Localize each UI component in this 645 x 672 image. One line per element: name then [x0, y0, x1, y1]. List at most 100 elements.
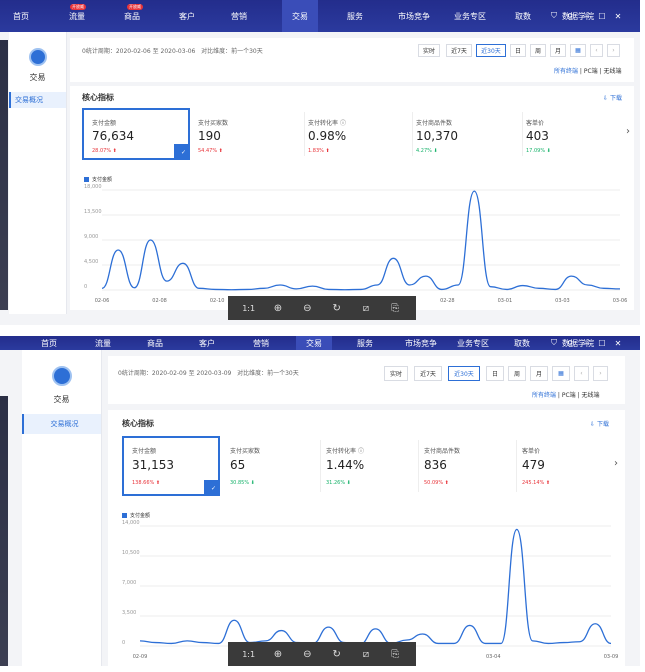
range-month-button[interactable]: 月	[530, 366, 548, 381]
y-tick-label: 7,000	[122, 580, 136, 586]
calendar-icon[interactable]: ▦	[570, 44, 586, 57]
metric-card[interactable]: 支付转化率 ⓘ 1.44% 31.26% ⬇	[320, 436, 414, 496]
metric-change: 17.09% ⬇	[526, 148, 551, 154]
nav-trade[interactable]: 交易	[296, 336, 332, 350]
period-text: 0统计周期：2020-02-06 至 2020-03-06 对比维度：前一个30…	[82, 48, 263, 55]
download-button[interactable]: ⇩ 下载	[603, 95, 622, 102]
nav-service[interactable]: 服务	[347, 11, 363, 21]
close-icon[interactable]: ✕	[614, 11, 622, 21]
nav-traffic[interactable]: 流量 开放威	[69, 4, 86, 21]
crop-icon[interactable]: ⧄	[362, 302, 370, 314]
range-30day-button[interactable]: 近30天	[448, 366, 480, 381]
metric-change: 50.09% ⬆	[424, 480, 449, 486]
actual-size-icon[interactable]: 1:1	[242, 303, 256, 313]
download-button[interactable]: ⇩ 下载	[590, 421, 609, 428]
nav-product[interactable]: 商品 开放威	[124, 4, 143, 21]
range-30day-button[interactable]: 近30天	[476, 44, 506, 57]
maximize-icon[interactable]: ☐	[598, 11, 606, 21]
actual-size-icon[interactable]: 1:1	[242, 649, 256, 659]
metric-card[interactable]: 支付金额 76,634 28.07% ⬆ ✓	[82, 108, 190, 160]
zoom-in-icon[interactable]: ⊕	[273, 302, 283, 314]
range-week-button[interactable]: 周	[508, 366, 526, 381]
metric-card[interactable]: 支付金额 31,153 138.66% ⬆ ✓	[122, 436, 220, 496]
minimize-icon[interactable]: ─	[583, 338, 589, 348]
metric-change: 138.66% ⬆	[132, 480, 161, 486]
metric-card[interactable]: 支付商品件数 836 50.09% ⬆	[418, 436, 512, 496]
terminal-pc[interactable]: PC端	[583, 68, 598, 75]
nav-market[interactable]: 市场竞争	[398, 11, 430, 21]
nav-traffic[interactable]: 流量	[95, 338, 111, 348]
nav-customer[interactable]: 客户	[179, 11, 195, 21]
terminal-all[interactable]: 所有终端	[532, 392, 557, 399]
zoom-out-icon[interactable]: ⊖	[303, 302, 312, 314]
rotate-icon[interactable]: ↻	[332, 648, 341, 660]
x-tick-label: 02-08	[152, 298, 167, 304]
terminal-wireless[interactable]: 无线端	[603, 68, 622, 75]
crop-icon[interactable]: ⧄	[362, 648, 370, 660]
nav-home[interactable]: 首页	[41, 338, 57, 348]
terminal-wireless[interactable]: 无线端	[581, 392, 600, 399]
nav-academy[interactable]: 数据学院	[562, 11, 594, 21]
range-7day-button[interactable]: 近7天	[414, 366, 442, 381]
calendar-icon[interactable]: ▦	[552, 366, 570, 381]
pin-icon[interactable]: ⚲	[567, 11, 573, 21]
nav-customer[interactable]: 客户	[199, 338, 215, 348]
range-month-button[interactable]: 月	[550, 44, 566, 57]
nav-market[interactable]: 市场竞争	[405, 338, 437, 348]
range-day-button[interactable]: 日	[510, 44, 526, 57]
sidebar-item-overview[interactable]: 交易概况	[9, 92, 66, 108]
next-icon[interactable]: ›	[607, 44, 620, 57]
nav-product[interactable]: 商品	[147, 338, 163, 348]
metric-change: 245.14% ⬆	[522, 480, 551, 486]
nav-business[interactable]: 业务专区	[457, 338, 489, 348]
pin-icon[interactable]: ⚲	[567, 338, 573, 348]
range-7day-button[interactable]: 近7天	[446, 44, 472, 57]
save-icon[interactable]: ⎘	[391, 648, 400, 660]
nav-marketing[interactable]: 营销	[253, 338, 269, 348]
nav-home[interactable]: 首页	[13, 11, 29, 21]
maximize-icon[interactable]: ☐	[598, 338, 606, 348]
terminal-pc[interactable]: PC端	[561, 392, 576, 399]
nav-trade[interactable]: 交易	[282, 0, 318, 32]
minimize-icon[interactable]: ─	[583, 11, 589, 21]
prev-icon[interactable]: ‹	[574, 366, 589, 381]
shirt-icon[interactable]: ⛉	[551, 11, 557, 20]
x-tick-label: 02-09	[133, 654, 148, 660]
zoom-out-icon[interactable]: ⊖	[303, 648, 312, 660]
range-realtime-button[interactable]: 实时	[418, 44, 440, 57]
next-icon[interactable]: ›	[593, 366, 608, 381]
metric-card[interactable]: 支付转化率 ⓘ 0.98% 1.83% ⬆	[304, 108, 408, 160]
chevron-right-icon[interactable]: ›	[626, 126, 630, 137]
metric-value: 65	[230, 458, 246, 472]
chevron-right-icon[interactable]: ›	[614, 458, 618, 469]
nav-business[interactable]: 业务专区	[454, 11, 486, 21]
shirt-icon[interactable]: ⛉	[551, 338, 557, 347]
y-tick-label: 18,000	[84, 184, 102, 190]
metric-card[interactable]: 支付买家数 65 30.85% ⬇	[224, 436, 318, 496]
nav-academy[interactable]: 数据学院	[562, 338, 594, 348]
nav-fetch[interactable]: 取数	[514, 338, 530, 348]
metric-card[interactable]: 客单价 479 245.14% ⬆	[516, 436, 606, 496]
y-tick-label: 9,000	[84, 234, 98, 240]
range-week-button[interactable]: 周	[530, 44, 546, 57]
save-icon[interactable]: ⎘	[391, 302, 400, 314]
range-day-button[interactable]: 日	[486, 366, 504, 381]
x-tick-label: 02-28	[440, 298, 455, 304]
metric-card[interactable]: 客单价 403 17.09% ⬇	[522, 108, 618, 160]
sidebar-item-overview[interactable]: 交易概况	[22, 414, 101, 434]
zoom-in-icon[interactable]: ⊕	[273, 648, 283, 660]
range-realtime-button[interactable]: 实时	[384, 366, 408, 381]
nav-service[interactable]: 服务	[357, 338, 373, 348]
terminal-all[interactable]: 所有终端	[554, 68, 579, 75]
metric-card[interactable]: 支付商品件数 10,370 4.27% ⬇	[412, 108, 516, 160]
rotate-icon[interactable]: ↻	[332, 302, 341, 314]
close-icon[interactable]: ✕	[614, 338, 622, 348]
y-tick-label: 0	[84, 284, 87, 290]
new-badge: 开放威	[70, 4, 86, 10]
nav-marketing[interactable]: 营销	[231, 11, 247, 21]
terminal-filter: 所有终端 | PC端 | 无线端	[554, 68, 622, 75]
prev-icon[interactable]: ‹	[590, 44, 603, 57]
metric-card[interactable]: 支付买家数 190 54.47% ⬆	[194, 108, 298, 160]
x-tick-label: 03-01	[498, 298, 513, 304]
nav-fetch[interactable]: 取数	[515, 11, 531, 21]
